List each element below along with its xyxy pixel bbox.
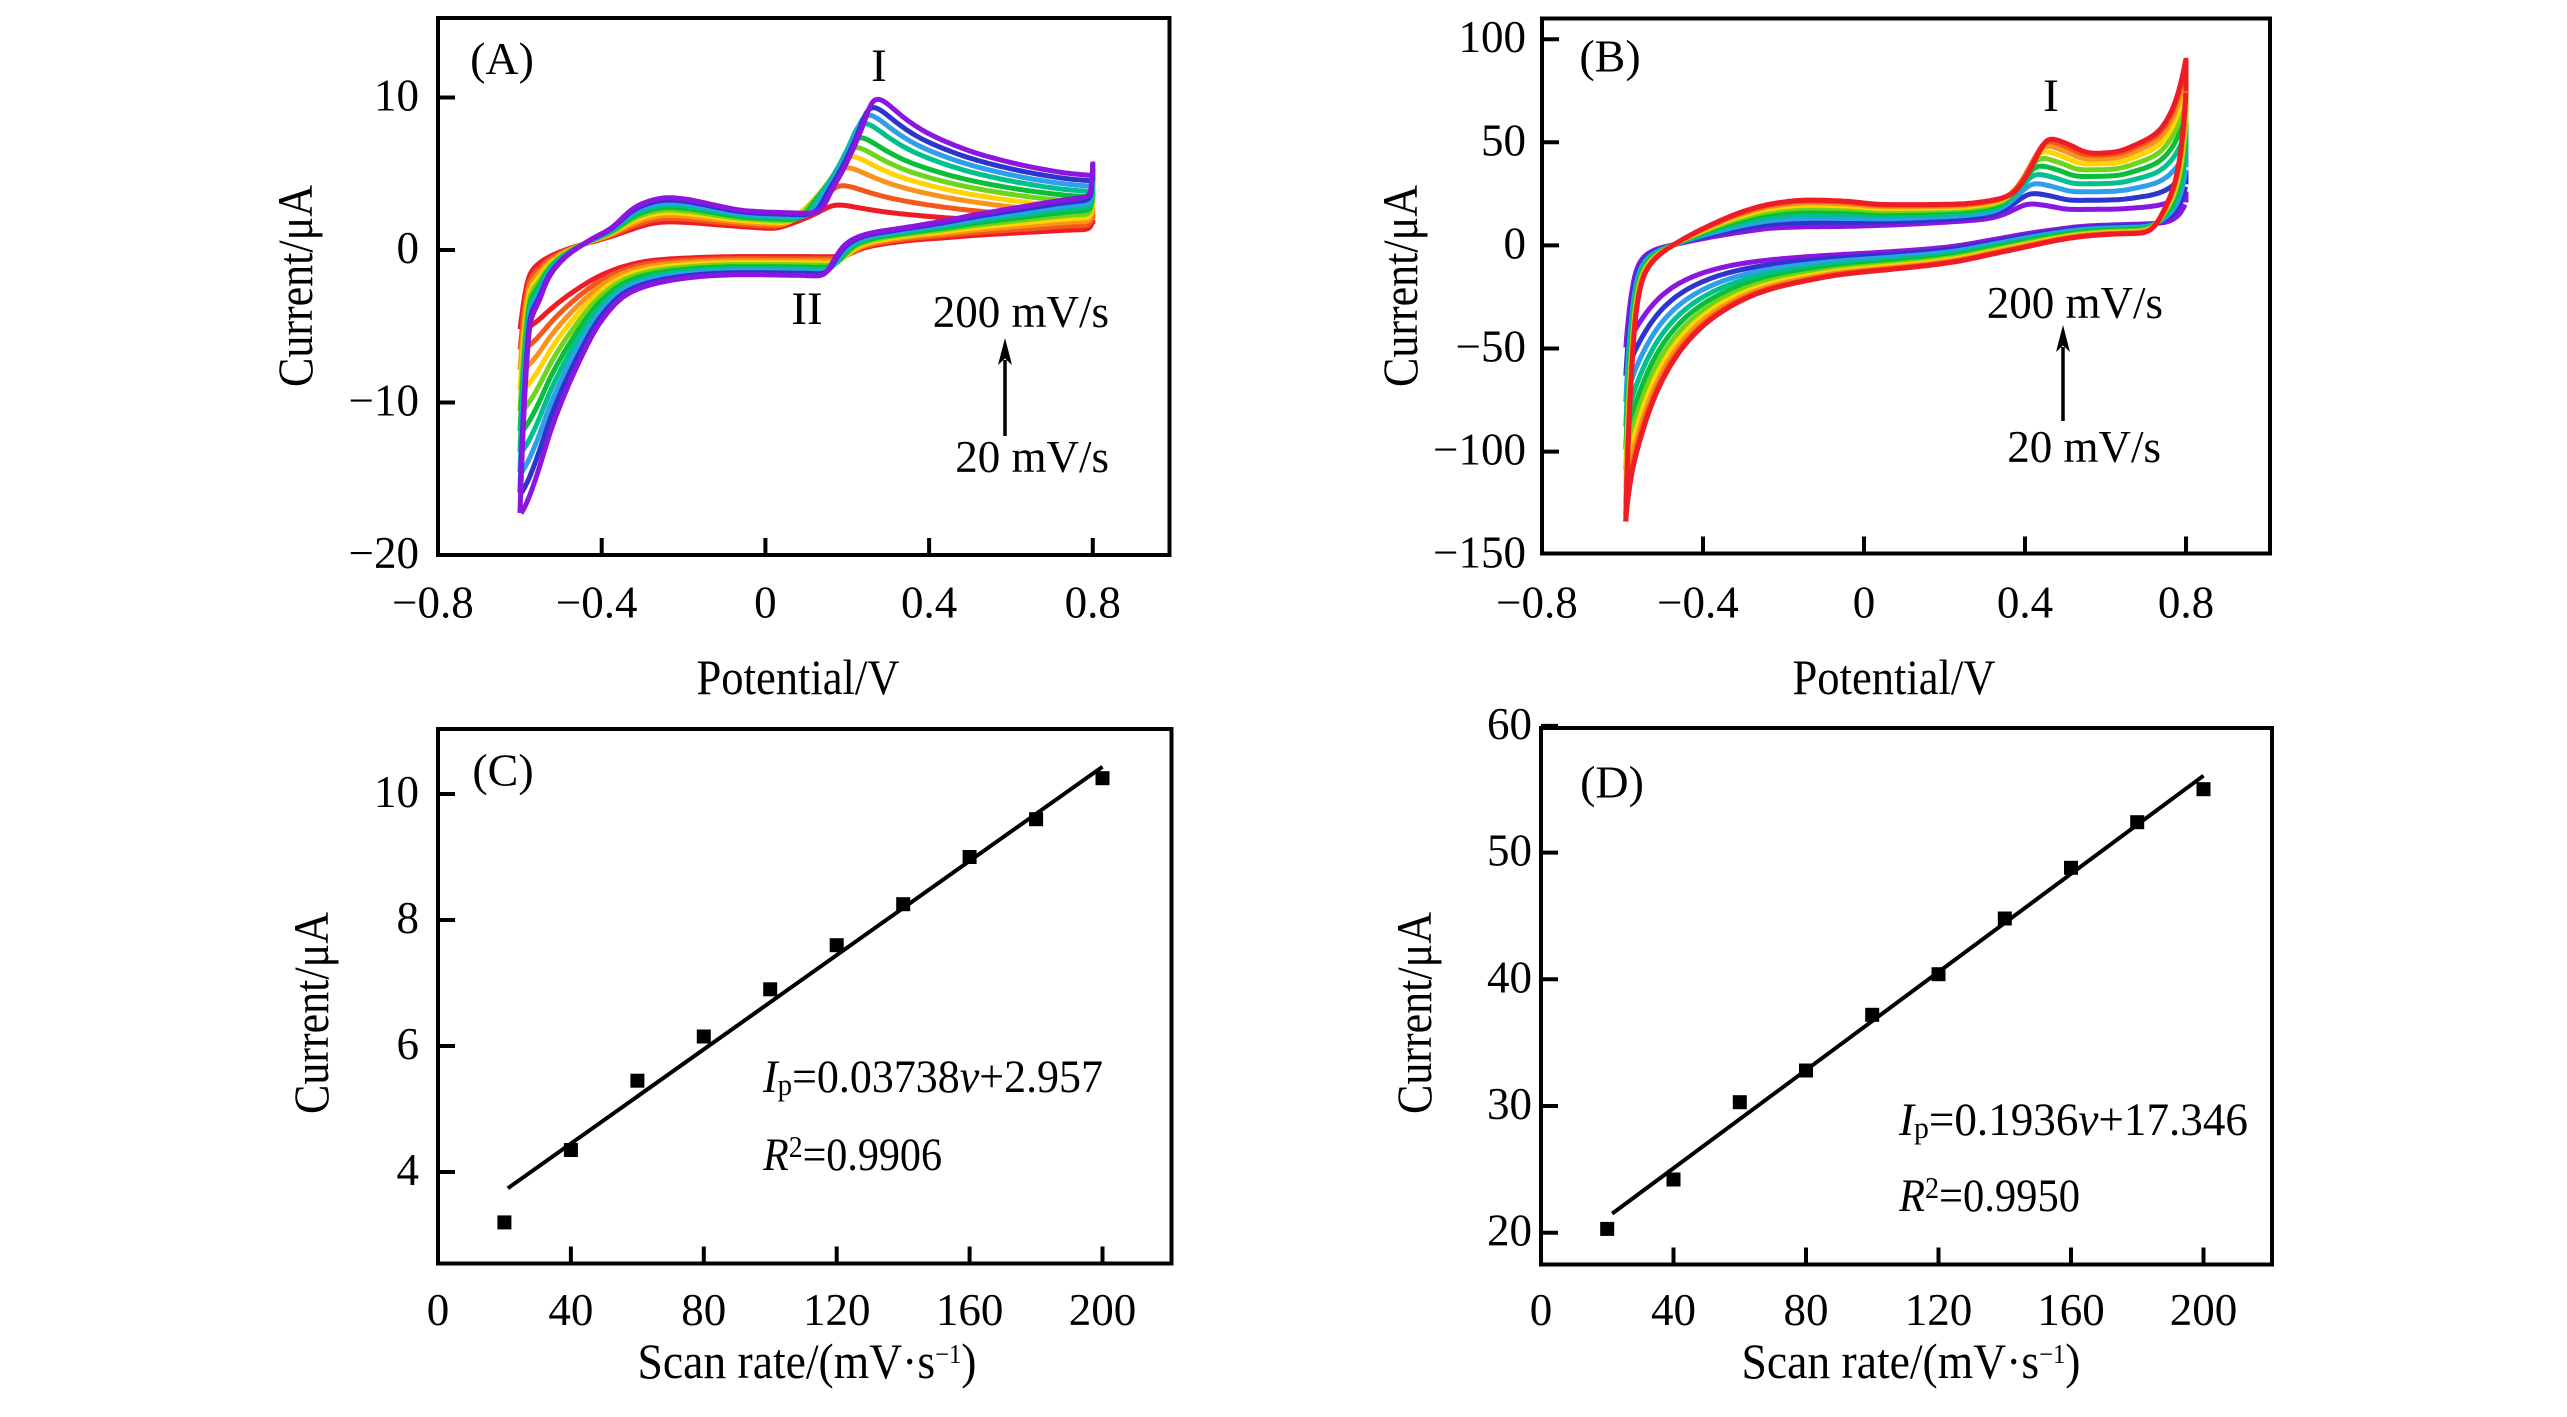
svg-text:200: 200: [2170, 1285, 2238, 1335]
svg-text:R2=0.9950: R2=0.9950: [1898, 1170, 2080, 1222]
svg-text:0.4: 0.4: [1997, 578, 2053, 628]
svg-text:120: 120: [803, 1285, 871, 1335]
svg-text:Scan rate/(mV·s−1): Scan rate/(mV·s−1): [1742, 1333, 2081, 1389]
svg-text:100: 100: [1459, 12, 1527, 62]
svg-text:R2=0.9906: R2=0.9906: [762, 1129, 942, 1181]
svg-text:Current/μA: Current/μA: [1386, 912, 1442, 1114]
svg-text:−20: −20: [349, 528, 419, 578]
svg-text:0.8: 0.8: [1065, 578, 1121, 628]
svg-text:(B): (B): [1579, 31, 1640, 82]
svg-text:−150: −150: [1433, 528, 1526, 578]
svg-text:Scan rate/(mV·s−1): Scan rate/(mV·s−1): [638, 1333, 977, 1389]
svg-text:160: 160: [2037, 1285, 2105, 1335]
svg-text:Current/μA: Current/μA: [267, 185, 323, 387]
svg-text:40: 40: [548, 1285, 593, 1335]
svg-text:0: 0: [1530, 1285, 1553, 1335]
svg-text:120: 120: [1905, 1285, 1973, 1335]
svg-text:0: 0: [754, 578, 777, 628]
svg-text:10: 10: [374, 767, 419, 817]
svg-text:40: 40: [1487, 952, 1532, 1002]
svg-text:20: 20: [1487, 1206, 1532, 1256]
svg-text:30: 30: [1487, 1079, 1532, 1129]
svg-text:50: 50: [1481, 115, 1526, 165]
svg-text:6: 6: [397, 1019, 420, 1069]
svg-text:80: 80: [681, 1285, 726, 1335]
svg-text:80: 80: [1784, 1285, 1829, 1335]
svg-text:8: 8: [397, 893, 420, 943]
svg-text:200 mV/s: 200 mV/s: [1987, 278, 2163, 328]
svg-text:0.4: 0.4: [901, 578, 957, 628]
svg-text:0: 0: [397, 223, 420, 273]
svg-text:200: 200: [1069, 1285, 1137, 1335]
svg-text:4: 4: [397, 1145, 420, 1195]
svg-text:10: 10: [374, 71, 419, 121]
svg-text:−100: −100: [1433, 425, 1526, 475]
svg-text:0.8: 0.8: [2158, 578, 2214, 628]
svg-text:60: 60: [1487, 699, 1532, 749]
svg-text:−0.8: −0.8: [1496, 578, 1578, 628]
svg-text:Ip=0.03738v+2.957: Ip=0.03738v+2.957: [762, 1051, 1103, 1103]
svg-text:Current/μA: Current/μA: [1372, 185, 1428, 387]
svg-text:−0.8: −0.8: [392, 578, 474, 628]
svg-text:I: I: [2043, 70, 2059, 122]
svg-text:40: 40: [1651, 1285, 1696, 1335]
svg-text:(A): (A): [470, 33, 534, 84]
svg-text:(C): (C): [472, 745, 533, 796]
svg-text:Ip=0.1936v+17.346: Ip=0.1936v+17.346: [1898, 1094, 2248, 1146]
svg-text:160: 160: [936, 1285, 1004, 1335]
svg-text:−0.4: −0.4: [556, 578, 638, 628]
svg-text:II: II: [791, 283, 822, 335]
svg-text:−50: −50: [1456, 322, 1526, 372]
svg-text:(D): (D): [1580, 757, 1644, 808]
svg-text:I: I: [871, 40, 887, 92]
svg-text:−10: −10: [349, 376, 419, 426]
svg-text:200 mV/s: 200 mV/s: [933, 287, 1109, 337]
svg-text:20 mV/s: 20 mV/s: [2007, 422, 2161, 472]
svg-text:50: 50: [1487, 826, 1532, 876]
svg-text:0: 0: [1853, 578, 1876, 628]
svg-text:Potential/V: Potential/V: [697, 649, 900, 705]
svg-text:−0.4: −0.4: [1657, 578, 1739, 628]
svg-text:Potential/V: Potential/V: [1793, 649, 1996, 705]
svg-text:20 mV/s: 20 mV/s: [955, 432, 1109, 482]
svg-text:0: 0: [1504, 218, 1527, 268]
svg-text:Current/μA: Current/μA: [283, 912, 339, 1114]
svg-text:0: 0: [427, 1285, 450, 1335]
